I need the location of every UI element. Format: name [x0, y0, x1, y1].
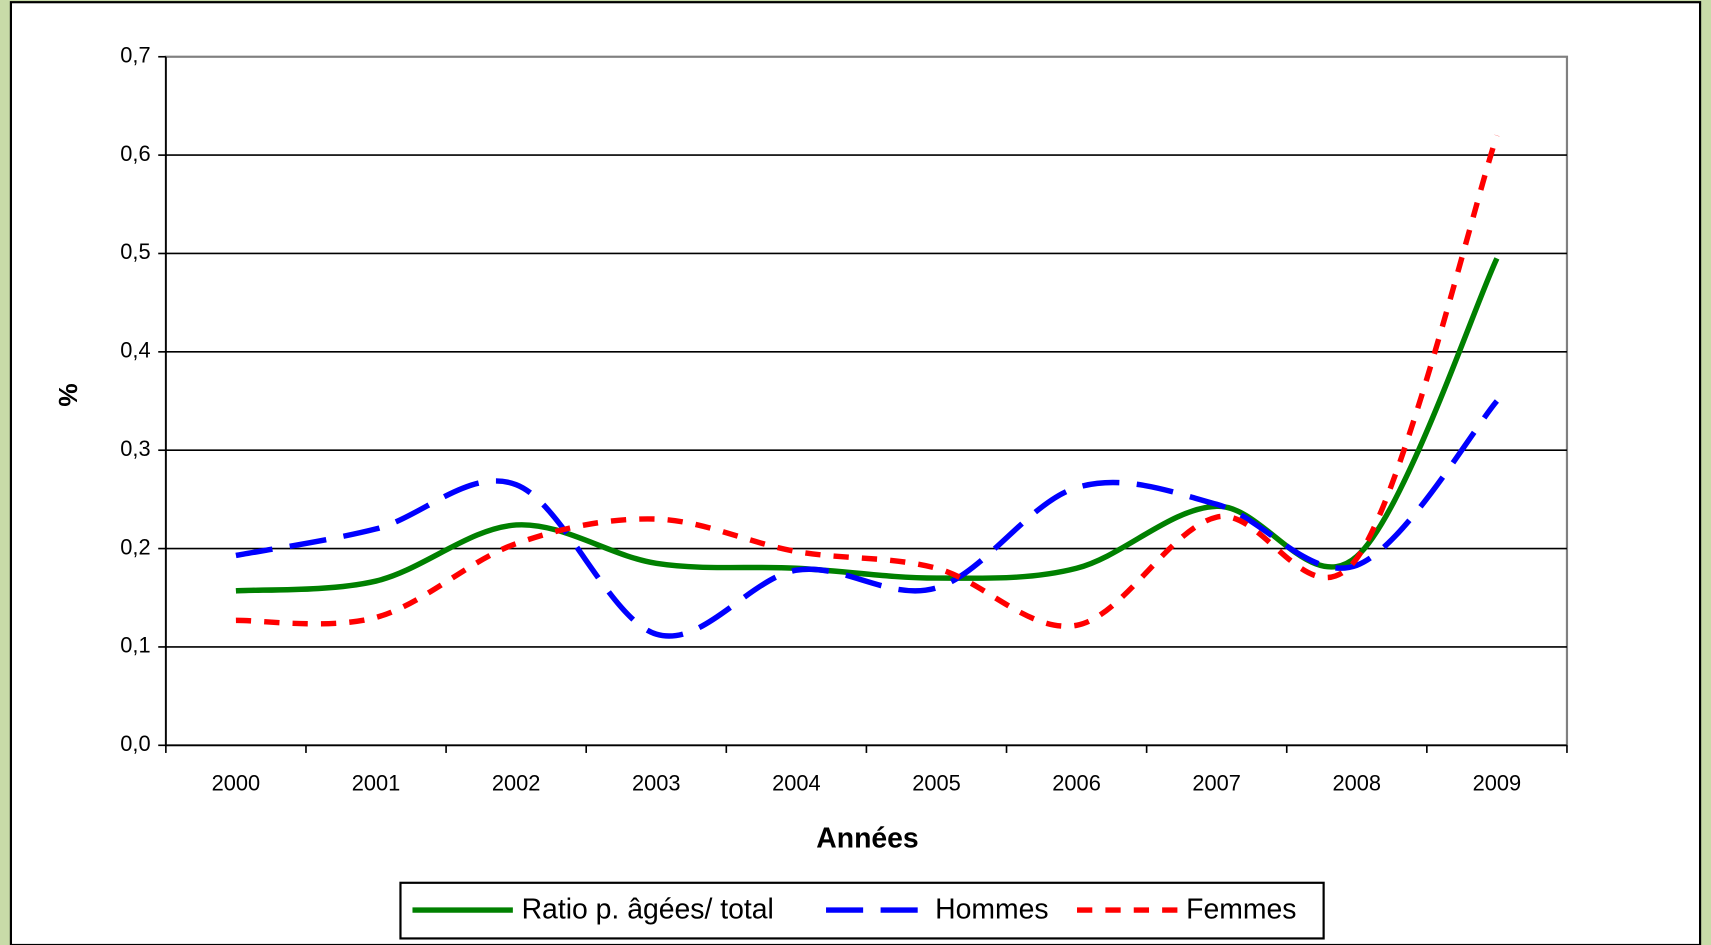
y-tick-label: 0,5 — [120, 239, 150, 264]
x-tick-label: 2008 — [1333, 770, 1382, 795]
legend-label: Femmes — [1186, 894, 1296, 926]
line-series — [235, 399, 1499, 639]
x-tick-label: 2002 — [492, 770, 541, 795]
plot-area — [164, 55, 1569, 747]
y-axis-label: % — [53, 383, 83, 406]
legend-label: Ratio p. âgées/ total — [522, 894, 774, 926]
x-tick-label: 2004 — [772, 770, 821, 795]
y-tick-label: 0,0 — [120, 731, 150, 756]
x-tick-label: 2001 — [352, 770, 401, 795]
y-tick-label: 0,3 — [120, 436, 150, 461]
x-axis-label: Années — [816, 823, 918, 855]
x-tick-label: 2003 — [632, 770, 681, 795]
y-tick-label: 0,7 — [120, 43, 150, 68]
line-series — [235, 134, 1500, 629]
y-tick-label: 0,1 — [120, 633, 150, 658]
y-tick-label: 0,2 — [120, 534, 150, 559]
line-series — [235, 257, 1500, 594]
x-tick-label: 2000 — [212, 770, 261, 795]
x-tick-label: 2006 — [1052, 770, 1101, 795]
x-tick-label: 2009 — [1473, 770, 1522, 795]
x-tick-label: 2005 — [912, 770, 961, 795]
legend-label: Hommes — [935, 894, 1048, 926]
x-tick-label: 2007 — [1192, 770, 1241, 795]
y-tick-label: 0,6 — [120, 141, 150, 166]
y-tick-label: 0,4 — [120, 338, 150, 363]
